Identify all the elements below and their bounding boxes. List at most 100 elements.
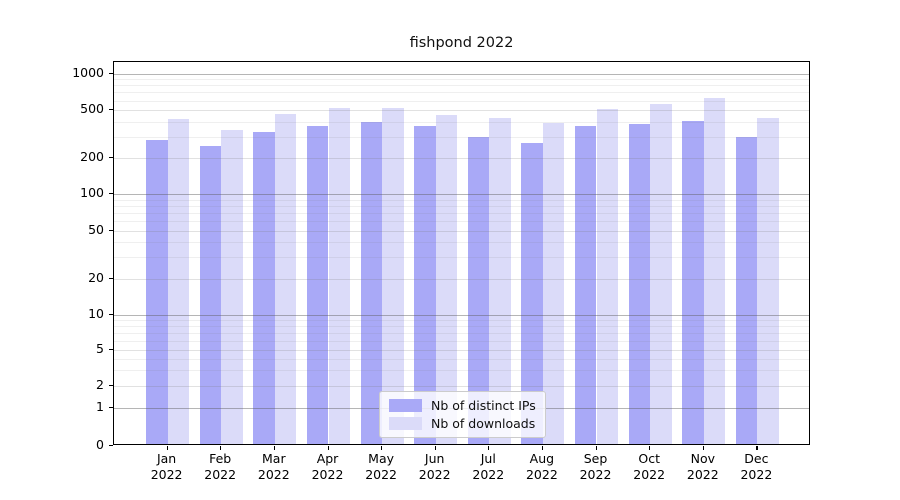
gridline (114, 278, 809, 280)
bar-downloads (596, 109, 619, 444)
legend-label-downloads: Nb of downloads (431, 416, 536, 431)
y-tick-mark (108, 277, 113, 279)
x-tick-mark (434, 445, 436, 450)
legend-label-distinct-ips: Nb of distinct IPs (431, 398, 536, 413)
y-tick-label: 10 (88, 306, 104, 321)
legend-swatch-downloads (389, 417, 422, 430)
bar-distinct-ips (414, 126, 436, 444)
x-tick-mark (220, 445, 222, 450)
y-tick-mark (108, 314, 113, 316)
bars-layer (114, 62, 809, 444)
bar-downloads (328, 108, 351, 444)
y-tick-mark (108, 385, 113, 387)
bar-distinct-ips (467, 137, 490, 444)
x-tick-label: Dec 2022 (740, 451, 773, 482)
gridline (114, 73, 809, 75)
gridline (114, 121, 809, 123)
bar-downloads (542, 123, 565, 444)
legend: Nb of distinct IPs Nb of downloads (379, 391, 546, 438)
x-tick-mark (756, 445, 758, 450)
y-tick-label: 50 (88, 221, 104, 237)
y-tick-label: 1000 (72, 64, 104, 80)
y-tick-mark (108, 406, 113, 408)
y-tick-mark (108, 72, 113, 74)
bar-downloads (435, 114, 458, 444)
gridline (114, 315, 809, 316)
bar-downloads (382, 107, 404, 444)
bar-distinct-ips (253, 132, 275, 444)
bar-downloads (221, 130, 243, 444)
x-tick-mark (327, 445, 329, 450)
x-tick-label: Jan 2022 (150, 451, 183, 482)
gridline (114, 350, 809, 352)
gridline (114, 386, 809, 387)
x-tick-mark (649, 445, 651, 450)
gridline (114, 333, 809, 335)
gridline (114, 221, 809, 223)
gridline (114, 79, 809, 81)
gridline (114, 100, 809, 102)
x-tick-label: Nov 2022 (686, 451, 719, 482)
y-tick-label: 0 (96, 436, 104, 452)
gridline (114, 370, 809, 372)
gridline (114, 194, 809, 196)
y-tick-mark (108, 193, 113, 195)
bar-distinct-ips (199, 145, 222, 444)
y-tick-mark (108, 444, 113, 446)
gridline (114, 85, 809, 87)
gridline (114, 158, 809, 159)
y-tick-mark (108, 109, 113, 111)
x-tick-mark (595, 445, 597, 450)
x-tick-label: Sep 2022 (579, 451, 612, 482)
x-tick-label: Oct 2022 (633, 451, 666, 482)
gridline (114, 341, 809, 342)
grid-layer (114, 62, 809, 444)
bar-distinct-ips (682, 120, 704, 444)
legend-item-distinct-ips: Nb of distinct IPs (389, 398, 545, 413)
gridline (114, 320, 809, 322)
x-tick-label: Feb 2022 (204, 451, 237, 482)
bar-distinct-ips (360, 121, 383, 444)
y-tick-label: 20 (88, 269, 104, 285)
gridline (114, 359, 809, 360)
y-tick-mark (108, 229, 113, 231)
gridline (114, 136, 809, 138)
plot-area (113, 61, 810, 445)
y-tick-label: 1 (96, 398, 104, 414)
bar-distinct-ips (628, 124, 651, 444)
x-tick-label: Jun 2022 (418, 451, 451, 482)
bar-distinct-ips (574, 125, 597, 444)
x-tick-label: Mar 2022 (257, 451, 290, 482)
gridline (114, 213, 809, 214)
gridline (114, 110, 809, 111)
y-tick-mark (108, 349, 113, 351)
y-tick-mark (108, 157, 113, 159)
bar-distinct-ips (735, 137, 758, 444)
x-tick-mark (702, 445, 704, 450)
y-tick-label: 200 (80, 149, 104, 164)
bar-downloads (167, 119, 190, 444)
x-tick-mark (273, 445, 275, 450)
y-tick-label: 100 (80, 185, 104, 201)
gridline (114, 242, 809, 244)
chart-title: fishpond 2022 (409, 35, 514, 51)
bar-downloads (274, 113, 297, 444)
y-tick-label: 500 (80, 101, 104, 116)
y-tick-label: 5 (96, 341, 104, 357)
bar-distinct-ips (306, 125, 329, 444)
gridline (114, 92, 809, 94)
bar-downloads (757, 118, 779, 444)
bar-downloads (703, 98, 726, 444)
bar-distinct-ips (521, 142, 543, 444)
gridline (114, 206, 809, 207)
bar-downloads (650, 103, 672, 444)
x-tick-label: May 2022 (365, 451, 397, 482)
x-tick-mark (541, 445, 544, 450)
x-tick-mark (488, 445, 490, 450)
y-tick-label: 2 (96, 377, 104, 392)
legend-swatch-distinct-ips (389, 399, 422, 412)
x-tick-mark (166, 445, 168, 450)
bar-distinct-ips (146, 140, 168, 444)
gridline (114, 199, 809, 201)
